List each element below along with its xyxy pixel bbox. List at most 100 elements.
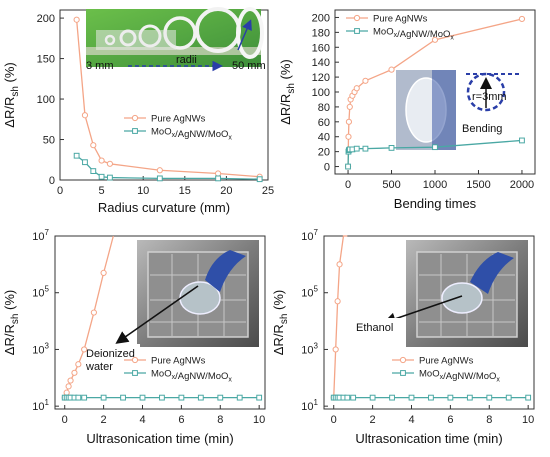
data-point xyxy=(156,167,163,174)
data-point xyxy=(353,145,360,152)
y-tick-label: 160 xyxy=(312,42,330,54)
panel-bending-times: r=3mm Bending xyxy=(334,9,536,175)
data-point xyxy=(156,175,163,182)
chart-panel-0: 0 5 10 15 20 25 0 50 100 150 200 Radius curvature (… xyxy=(2,13,274,215)
data-point xyxy=(236,394,243,401)
inset-label-radii: radii xyxy=(176,54,197,66)
x-axis-title: Radius curvature (mm) xyxy=(98,200,230,215)
data-point xyxy=(344,394,351,401)
panel-ultrasonication-ethanol: Ethanol xyxy=(323,235,535,410)
legend-label: MoOx/AgNW/MoOx xyxy=(151,369,232,384)
inset-photo-film xyxy=(396,70,456,150)
x-tick-label: 25 xyxy=(262,185,274,197)
x-tick-label: 20 xyxy=(220,185,232,197)
data-point xyxy=(159,394,165,401)
inset-label-bending: Bending xyxy=(462,123,502,135)
x-tick-label: 4 xyxy=(139,414,145,426)
y-tick-label: 103 xyxy=(32,341,49,356)
x-tick-label: 15 xyxy=(179,185,191,197)
data-point xyxy=(432,144,438,151)
data-point xyxy=(73,152,80,159)
panel-radius-curvature: 3 mm radii 50 mm xyxy=(59,7,269,181)
data-point xyxy=(256,394,263,401)
data-point xyxy=(106,160,114,167)
data-point xyxy=(345,133,352,140)
legend-label: Pure AgNWs xyxy=(419,356,474,367)
x-tick-label: 2000 xyxy=(510,179,534,191)
y-tick-label: 40 xyxy=(318,132,330,144)
data-point xyxy=(63,389,70,396)
data-point xyxy=(75,394,82,401)
data-point xyxy=(353,85,360,92)
data-point xyxy=(90,142,97,149)
data-point xyxy=(486,394,493,401)
x-tick-label: 8 xyxy=(486,414,492,426)
y-tick-label: 20 xyxy=(318,147,330,159)
legend-label: Pure AgNWs xyxy=(151,114,206,125)
data-point xyxy=(98,157,105,164)
y-tick-label: 101 xyxy=(301,398,318,413)
y-tick-label: 50 xyxy=(43,135,55,147)
y-tick-label: 107 xyxy=(32,228,49,243)
annotation-arrow xyxy=(115,285,199,344)
data-point xyxy=(139,394,146,401)
series-line-0 xyxy=(64,235,114,398)
data-point xyxy=(431,36,439,43)
y-tick-label: 200 xyxy=(312,12,330,24)
data-point xyxy=(428,394,434,401)
y-tick-label: 180 xyxy=(312,27,330,39)
inset-photo-ultrasonic-bath-ethanol xyxy=(406,240,528,347)
series-line-0 xyxy=(333,235,348,398)
y-tick-label: 107 xyxy=(301,228,318,243)
data-point xyxy=(81,394,88,401)
y-axis-title: ΔR/Rsh (%) xyxy=(278,59,297,124)
inset-photo-tubes xyxy=(86,7,264,67)
legend-marker xyxy=(131,356,139,364)
data-point xyxy=(362,145,369,152)
data-point xyxy=(518,15,526,23)
data-point xyxy=(525,394,532,401)
inset-bending-diagram: r=3mm Bending xyxy=(462,72,520,135)
legend-marker xyxy=(354,28,360,34)
legend-label: MoOx/AgNW/MoOx xyxy=(151,127,232,142)
x-tick-label: 1000 xyxy=(423,179,447,191)
data-point xyxy=(447,394,454,401)
data-point xyxy=(336,261,343,268)
data-point xyxy=(71,369,78,376)
x-tick-label: 0 xyxy=(345,179,351,191)
data-point xyxy=(90,309,97,316)
data-point xyxy=(389,394,395,401)
x-tick-label: 10 xyxy=(137,185,149,197)
data-point xyxy=(332,346,339,353)
data-point xyxy=(90,168,97,174)
y-tick-label: 0 xyxy=(49,175,55,187)
data-point xyxy=(107,174,113,181)
data-point xyxy=(100,269,107,276)
inset-label-3mm: 3 mm xyxy=(86,60,114,72)
data-point xyxy=(215,175,221,182)
data-point xyxy=(388,145,395,151)
data-point xyxy=(345,118,353,125)
data-point xyxy=(178,394,185,401)
data-point xyxy=(505,394,512,401)
data-point xyxy=(75,361,82,368)
data-point xyxy=(197,394,204,401)
y-tick-label: 150 xyxy=(37,54,55,66)
x-tick-label: 2 xyxy=(101,414,107,426)
x-tick-label: 5 xyxy=(99,185,105,197)
y-tick-label: 60 xyxy=(318,117,330,129)
data-point xyxy=(256,176,263,183)
data-point xyxy=(345,163,351,170)
y-axis-title: ΔR/Rsh (%) xyxy=(2,290,21,355)
x-tick-label: 1500 xyxy=(466,179,490,191)
y-axis-title: ΔR/Rsh (%) xyxy=(271,290,290,355)
x-tick-label: 4 xyxy=(408,414,414,426)
chart-panel-2: 0 2 4 6 8 10 101 103 105 107 Ultrasonication time … xyxy=(2,228,265,446)
y-tick-label: 100 xyxy=(37,94,55,106)
y-tick-label: 100 xyxy=(312,87,330,99)
data-point xyxy=(466,394,473,401)
x-tick-label: 0 xyxy=(331,414,337,426)
inset-radii-annotation: 3 mm radii 50 mm xyxy=(86,19,266,72)
data-point xyxy=(120,394,126,401)
data-point xyxy=(334,298,341,305)
